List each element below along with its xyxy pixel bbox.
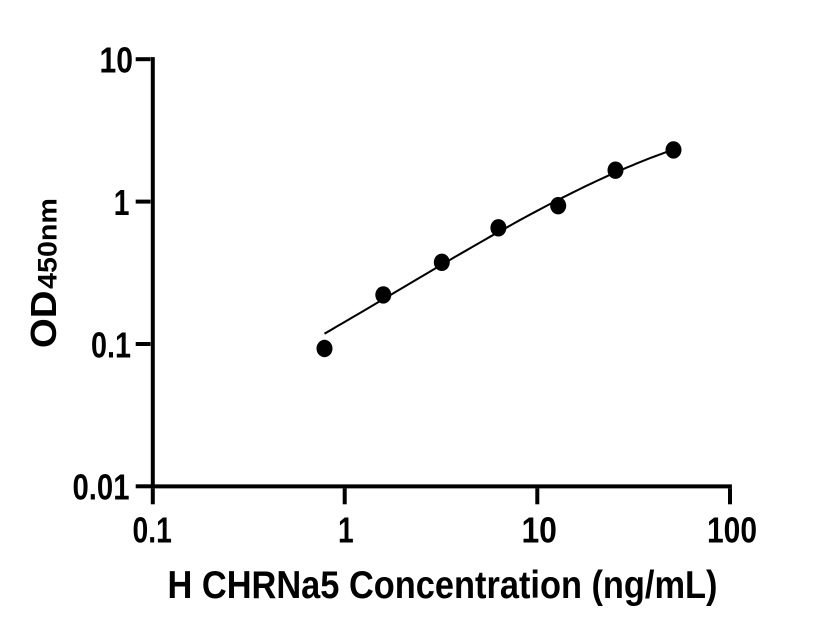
svg-text:0.1: 0.1 — [133, 509, 172, 550]
svg-text:100: 100 — [707, 509, 757, 550]
svg-text:0.01: 0.01 — [73, 467, 130, 508]
svg-text:0.1: 0.1 — [91, 324, 131, 365]
svg-text:H CHRNa5 Concentration (ng/mL): H CHRNa5 Concentration (ng/mL) — [168, 564, 718, 607]
svg-text:10: 10 — [521, 509, 557, 550]
svg-text:1: 1 — [114, 182, 130, 223]
svg-text:1: 1 — [338, 509, 354, 550]
svg-text:10: 10 — [100, 40, 134, 81]
